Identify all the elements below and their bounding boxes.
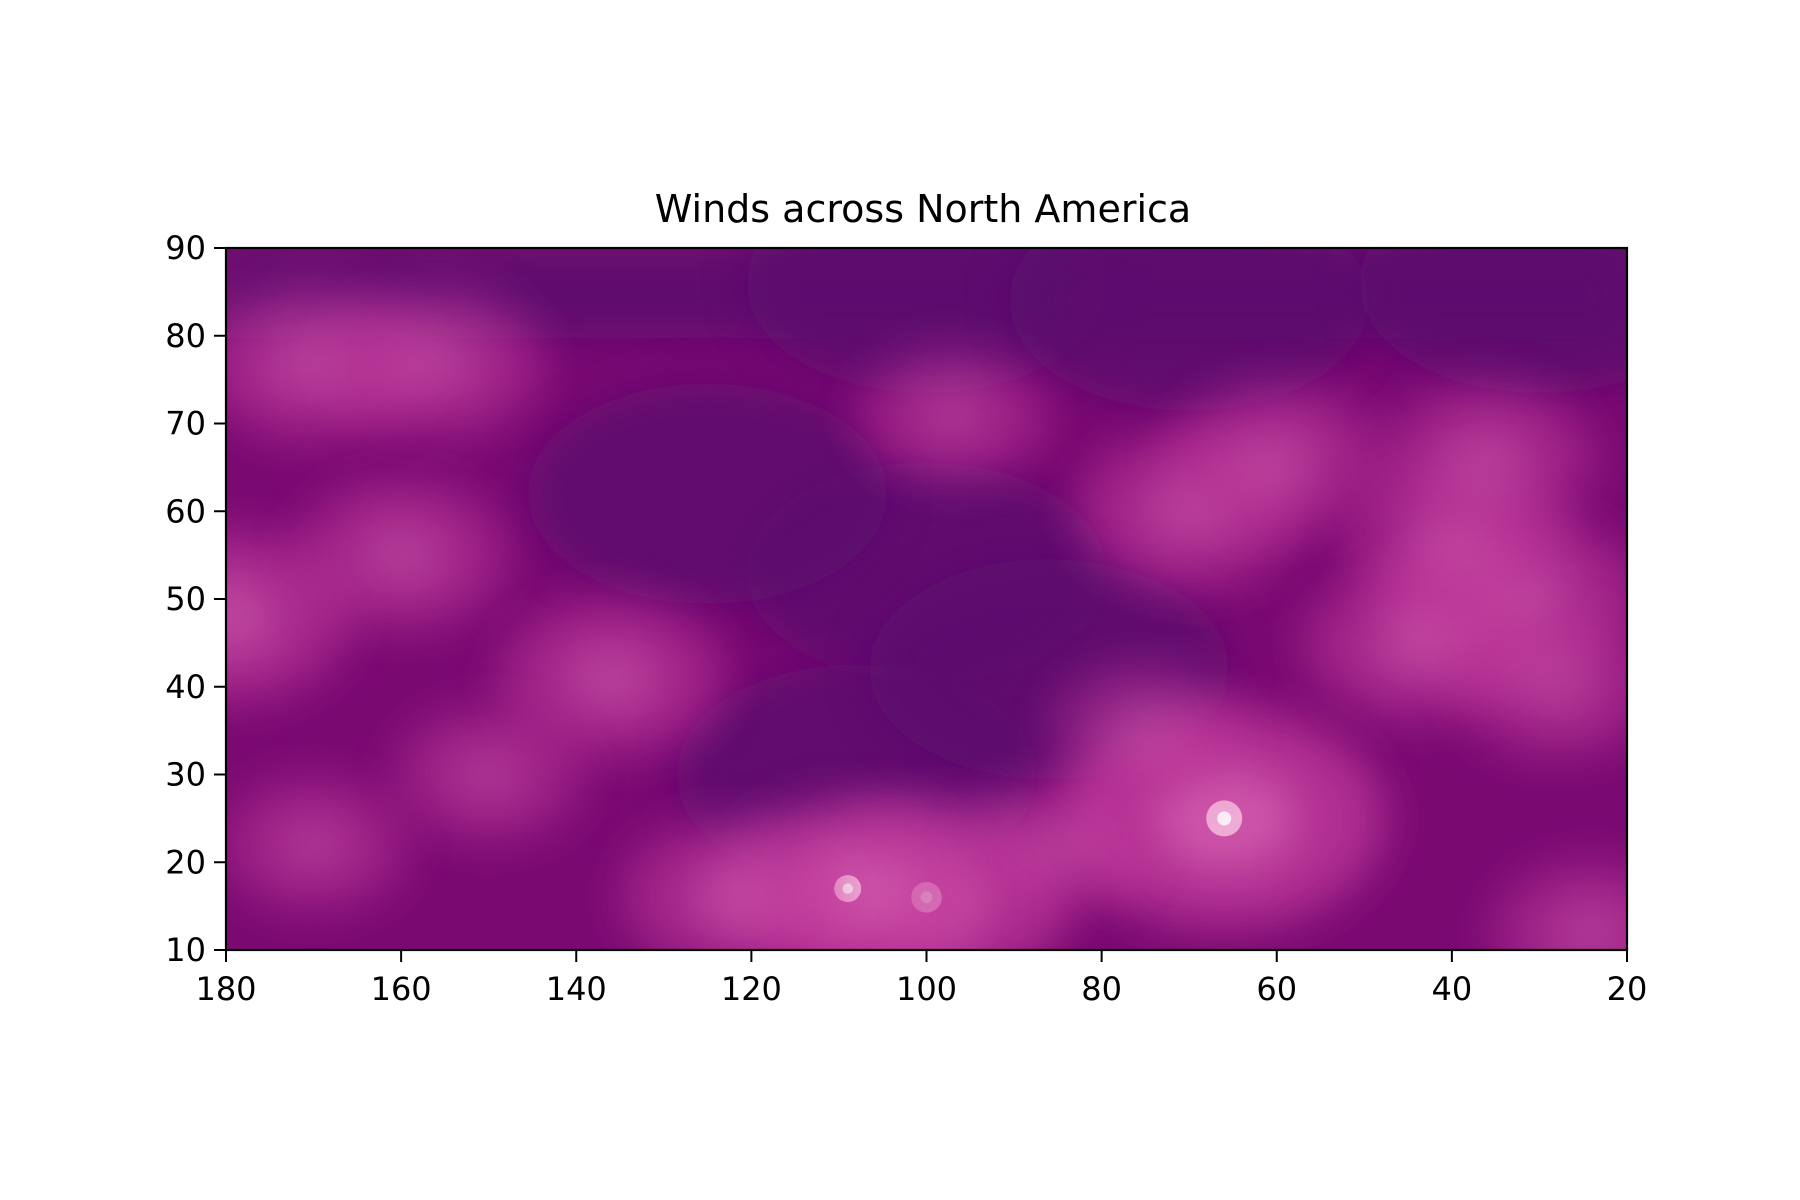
y-tick-label: 40 (165, 668, 206, 706)
heatmap-wind-feature (621, 819, 846, 950)
chart-title: Winds across North America (655, 187, 1191, 231)
heatmap-wind-feature (394, 708, 583, 841)
heatmap-wind-feature (1492, 862, 1627, 950)
heatmap-wind-feature (1380, 384, 1593, 533)
x-axis: 180 160 140 120 100 80 60 40 20 (195, 950, 1647, 1008)
x-tick-label: 140 (546, 970, 607, 1008)
heatmap-wind-feature (295, 481, 508, 630)
x-tick-label: 20 (1607, 970, 1648, 1008)
heatmap-wind-feature (858, 348, 1047, 481)
heatmap-wind-feature (1051, 664, 1240, 797)
plot-area (226, 248, 1627, 950)
x-tick-label: 80 (1081, 970, 1122, 1008)
y-axis: 90 80 70 60 50 40 30 20 10 (165, 229, 226, 969)
heatmap-wind-feature (1170, 384, 1383, 533)
x-tick-label: 120 (721, 970, 782, 1008)
x-tick-label: 40 (1432, 970, 1473, 1008)
x-tick-label: 100 (896, 970, 957, 1008)
y-tick-label: 70 (165, 405, 206, 443)
y-tick-label: 60 (165, 492, 206, 530)
y-tick-label: 90 (165, 229, 206, 267)
y-tick-label: 30 (165, 756, 206, 794)
heatmap-wind-feature (963, 778, 1152, 911)
x-tick-label: 60 (1256, 970, 1297, 1008)
x-tick-label: 180 (195, 970, 256, 1008)
y-tick-label: 10 (165, 931, 206, 969)
y-tick-label: 50 (165, 580, 206, 618)
heatmap-wind-feature (330, 288, 543, 437)
heatmap-wind-feature (499, 599, 724, 756)
heatmap-calm-region (1009, 248, 1370, 411)
y-tick-label: 20 (165, 843, 206, 881)
heatmap-calm-region (527, 383, 888, 604)
y-tick-label: 80 (165, 317, 206, 355)
heatmap-wind-feature (226, 778, 408, 911)
x-tick-label: 160 (371, 970, 432, 1008)
heatmap-calm-region (1359, 248, 1627, 394)
heatmap-wind-feature (1456, 616, 1627, 757)
plot-frame (224, 246, 1629, 952)
